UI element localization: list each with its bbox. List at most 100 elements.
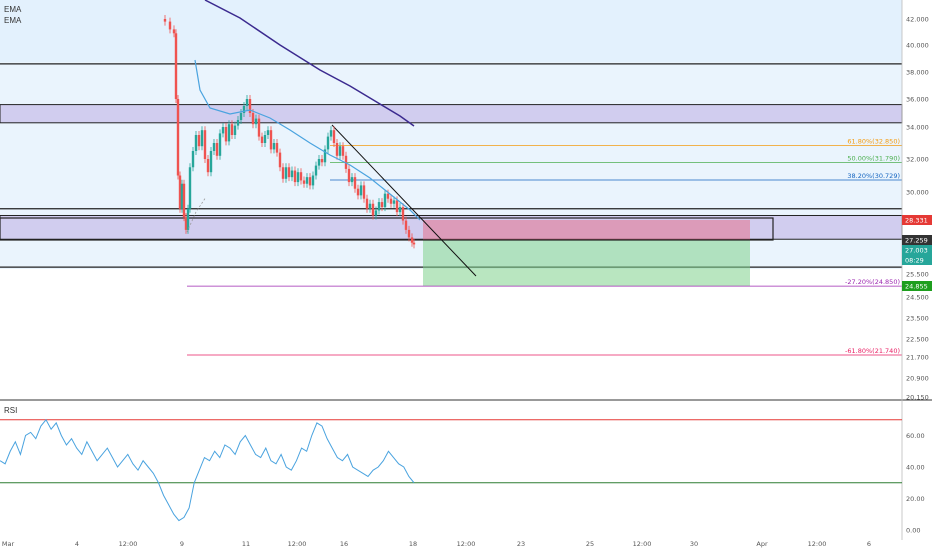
x-tick-label: Apr	[756, 540, 768, 548]
candle-body	[233, 125, 237, 135]
candle-body	[209, 151, 213, 173]
candle-body	[392, 200, 396, 204]
candle-body	[341, 146, 345, 156]
candle-body	[176, 99, 180, 176]
candle-body	[374, 210, 378, 216]
y-tick-label: 23.500	[906, 315, 929, 323]
price-badge	[902, 245, 932, 255]
candle-body	[305, 177, 309, 184]
x-tick-label: 12:00	[119, 540, 138, 548]
candle-body	[356, 188, 360, 196]
candle-body	[362, 185, 366, 199]
x-tick-label: 12:00	[457, 540, 476, 548]
candle-body	[188, 167, 192, 209]
y-tick-label: 22.500	[906, 336, 929, 344]
candle-body	[266, 130, 270, 135]
price-badge	[902, 215, 932, 225]
y-tick-label: 20.150	[906, 394, 929, 402]
candle-body	[323, 149, 327, 163]
x-tick-label: 25	[586, 540, 594, 548]
price-badge	[902, 235, 932, 245]
candle-body	[221, 127, 225, 134]
y-tick-label: 21.700	[906, 354, 929, 362]
rsi-line	[0, 418, 415, 522]
candle-body	[284, 167, 288, 179]
candle-body	[389, 198, 393, 204]
candle-body	[218, 133, 222, 156]
candle-body	[281, 167, 285, 179]
y-tick-label: 24.500	[906, 294, 929, 302]
candle-body	[230, 124, 234, 135]
candle-body	[200, 130, 204, 147]
y-tick-label: 40.000	[906, 42, 929, 50]
candle-body	[186, 208, 190, 230]
top-shaded-band	[0, 0, 902, 62]
rsi-pane-label[interactable]: RSI	[4, 406, 18, 415]
candle-body	[184, 217, 188, 230]
candle-body	[191, 151, 195, 168]
price-badge	[902, 255, 932, 265]
x-tick-label: 12:00	[808, 540, 827, 548]
candle-body	[410, 237, 414, 243]
candle-body	[245, 99, 249, 106]
ema-line-fast	[194, 59, 421, 221]
candle-body	[368, 203, 372, 209]
candle-body	[404, 220, 408, 230]
x-tick-label: 30	[690, 540, 698, 548]
rsi-tick-label: 20.00	[906, 495, 925, 503]
support-outline-box	[0, 217, 774, 241]
candle-body	[386, 193, 390, 199]
x-tick-label: 4	[75, 540, 79, 548]
x-tick-label: 16	[340, 540, 348, 548]
price-badge-label: 28.331	[905, 217, 928, 225]
candle-body	[172, 29, 176, 34]
candle-body	[380, 202, 384, 208]
ema-line-slow	[204, 0, 415, 127]
candle-body	[347, 168, 351, 183]
y-tick-label: 36.000	[906, 96, 929, 104]
candle-body	[272, 143, 276, 150]
y-tick-label: 25.500	[906, 271, 929, 279]
candle-body	[302, 180, 306, 184]
candle-body	[182, 183, 186, 218]
legend-ema-1[interactable]: EMA	[4, 5, 22, 14]
y-tick-label: 42.000	[906, 16, 929, 24]
stop-loss-zone	[423, 220, 750, 240]
zone-resistance	[0, 104, 903, 124]
candle-body	[398, 207, 402, 213]
indicator-legend: EMA EMA	[4, 4, 21, 26]
price-badge-label: 27.259	[905, 237, 928, 245]
candle-body	[178, 175, 182, 209]
dashed-projection	[186, 196, 207, 233]
candle-body	[248, 99, 252, 113]
candles	[163, 15, 416, 249]
candle-body	[296, 172, 300, 183]
candle-body	[278, 152, 282, 168]
candle-body	[350, 177, 354, 183]
x-tick-label: 6	[867, 540, 871, 548]
candle-body	[407, 229, 411, 238]
candle-body	[371, 203, 375, 216]
candle-body	[383, 193, 387, 208]
x-tick-label: 12:00	[288, 540, 307, 548]
candle-body	[251, 113, 255, 125]
candle-body	[242, 106, 246, 113]
candle-body	[290, 170, 294, 178]
price-badge-label: 24.855	[905, 283, 928, 291]
candle-body	[293, 170, 297, 183]
candle-body	[401, 207, 405, 221]
candle-body	[263, 135, 267, 143]
take-profit-zone	[423, 240, 750, 286]
candle-body	[203, 130, 207, 159]
x-tick-label: Mar	[2, 540, 15, 548]
candle-body	[257, 118, 261, 137]
fib-label: -61.80%(21.740)	[845, 347, 900, 355]
candle-body	[338, 146, 342, 156]
candle-body	[365, 198, 369, 209]
price-badge-label: 08:29	[905, 257, 924, 265]
legend-ema-2[interactable]: EMA	[4, 16, 22, 25]
x-tick-label: 23	[517, 540, 525, 548]
candle-body	[412, 242, 416, 245]
